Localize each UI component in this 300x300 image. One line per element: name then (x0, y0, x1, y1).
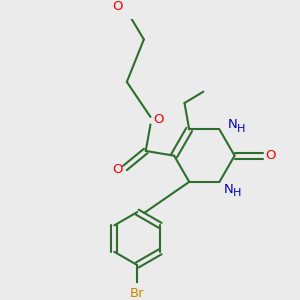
Text: N: N (224, 183, 234, 196)
Text: N: N (228, 118, 238, 131)
Text: H: H (237, 124, 245, 134)
Text: O: O (153, 113, 163, 126)
Text: Br: Br (130, 287, 145, 300)
Text: O: O (112, 0, 123, 13)
Text: O: O (112, 163, 123, 176)
Text: O: O (265, 149, 276, 162)
Text: H: H (233, 188, 242, 198)
